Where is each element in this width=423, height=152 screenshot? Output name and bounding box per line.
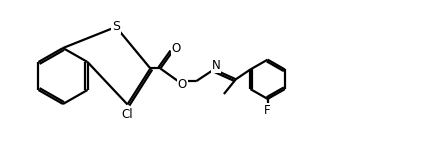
Text: F: F	[264, 104, 271, 117]
Text: O: O	[172, 42, 181, 55]
Text: O: O	[178, 78, 187, 91]
Text: N: N	[212, 59, 220, 72]
Text: Cl: Cl	[122, 108, 133, 121]
Text: S: S	[112, 20, 120, 33]
